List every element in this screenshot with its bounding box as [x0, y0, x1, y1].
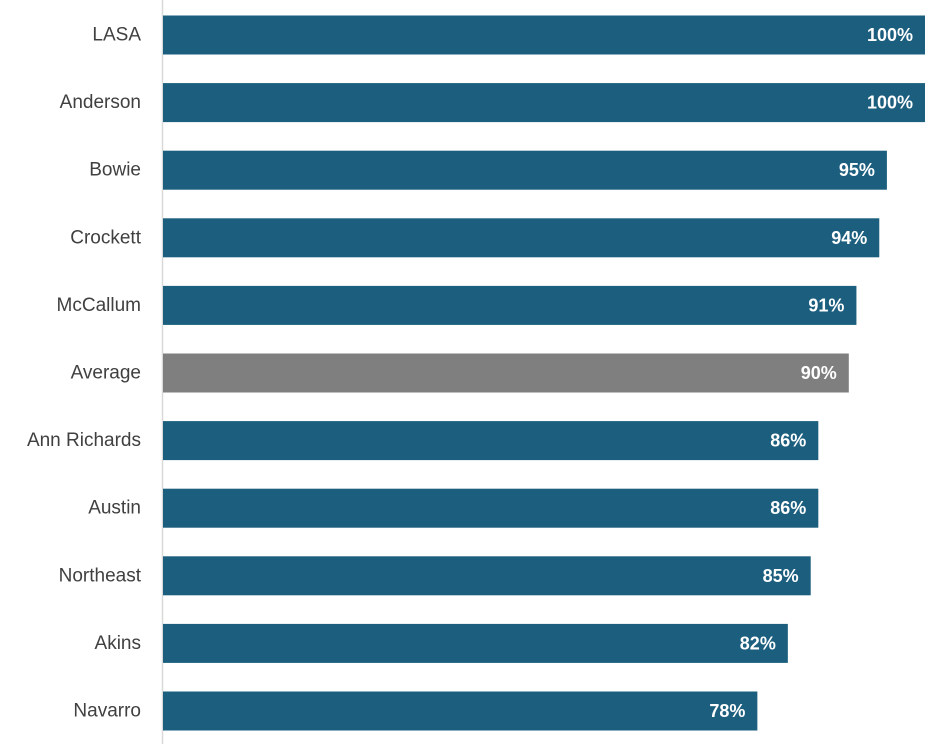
bar [163, 421, 819, 461]
bar [163, 150, 887, 190]
value-label: 91% [808, 295, 844, 315]
category-label: Average [71, 363, 141, 384]
bar-group-crockett: Crockett 94% [70, 218, 880, 258]
value-label: 94% [831, 228, 867, 248]
bar [163, 218, 880, 258]
bar-group-ann-richards: Ann Richards 86% [27, 421, 819, 461]
bar-group-akins: Akins 82% [95, 623, 788, 663]
bar-group-lasa: LASA 100% [92, 15, 925, 55]
value-label: 86% [770, 431, 806, 451]
bar [163, 15, 925, 55]
value-label: 90% [801, 363, 837, 383]
bar-group-average: Average 90% [71, 353, 849, 393]
category-label: Austin [88, 498, 141, 519]
category-label: Crockett [70, 227, 141, 248]
value-label: 78% [709, 701, 745, 721]
bar [163, 488, 819, 528]
bar [163, 623, 788, 663]
bar-group-navarro: Navarro 78% [73, 691, 758, 731]
category-label: Anderson [60, 92, 141, 113]
bar [163, 353, 849, 393]
category-label: LASA [92, 25, 141, 46]
category-label: Navarro [73, 701, 141, 722]
value-label: 86% [770, 498, 806, 518]
bar-group-anderson: Anderson 100% [60, 83, 925, 123]
bar [163, 691, 758, 731]
value-label: 82% [740, 633, 776, 653]
category-label: Northeast [59, 565, 142, 586]
category-label: Ann Richards [27, 430, 141, 451]
value-label: 100% [867, 25, 913, 45]
category-label: Akins [95, 633, 141, 654]
value-label: 100% [867, 93, 913, 113]
bar-group-northeast: Northeast 85% [59, 556, 811, 596]
bar [163, 556, 811, 596]
category-label: Bowie [89, 160, 141, 181]
bar [163, 83, 925, 123]
bar-group-bowie: Bowie 95% [89, 150, 887, 190]
value-label: 85% [763, 566, 799, 586]
bar-group-mccallum: McCallum 91% [57, 285, 857, 325]
category-label: McCallum [57, 295, 141, 316]
bar [163, 285, 857, 325]
bar-group-austin: Austin 86% [88, 488, 819, 528]
value-label: 95% [839, 160, 875, 180]
